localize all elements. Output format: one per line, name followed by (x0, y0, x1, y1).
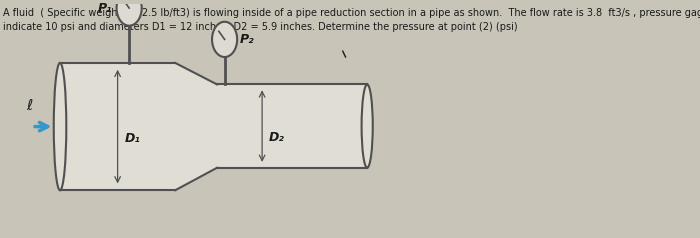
Text: indicate 10 psi and diameters D1 = 12 inches, D2 = 5.9 inches. Determine the pre: indicate 10 psi and diameters D1 = 12 in… (4, 22, 518, 32)
Text: P₁: P₁ (98, 1, 113, 15)
Text: D₁: D₁ (125, 132, 141, 145)
Bar (217, 84, 368, 168)
Text: ℓ: ℓ (26, 98, 32, 113)
Text: D₂: D₂ (269, 131, 285, 144)
Ellipse shape (54, 63, 66, 190)
Bar (60, 63, 175, 190)
Ellipse shape (362, 84, 373, 168)
Polygon shape (175, 63, 217, 190)
Text: A fluid  ( Specific weight = 42.5 lb/ft3) is flowing inside of a pipe reduction : A fluid ( Specific weight = 42.5 lb/ft3)… (4, 8, 700, 18)
Circle shape (117, 0, 141, 26)
Circle shape (212, 22, 237, 57)
Text: P₂: P₂ (240, 33, 255, 46)
